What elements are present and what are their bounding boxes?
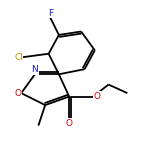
Text: N: N bbox=[32, 65, 38, 74]
Text: O: O bbox=[66, 119, 73, 128]
Text: O: O bbox=[93, 92, 100, 101]
Text: Cl: Cl bbox=[14, 53, 23, 62]
Text: O: O bbox=[14, 89, 21, 98]
Text: F: F bbox=[48, 9, 53, 18]
